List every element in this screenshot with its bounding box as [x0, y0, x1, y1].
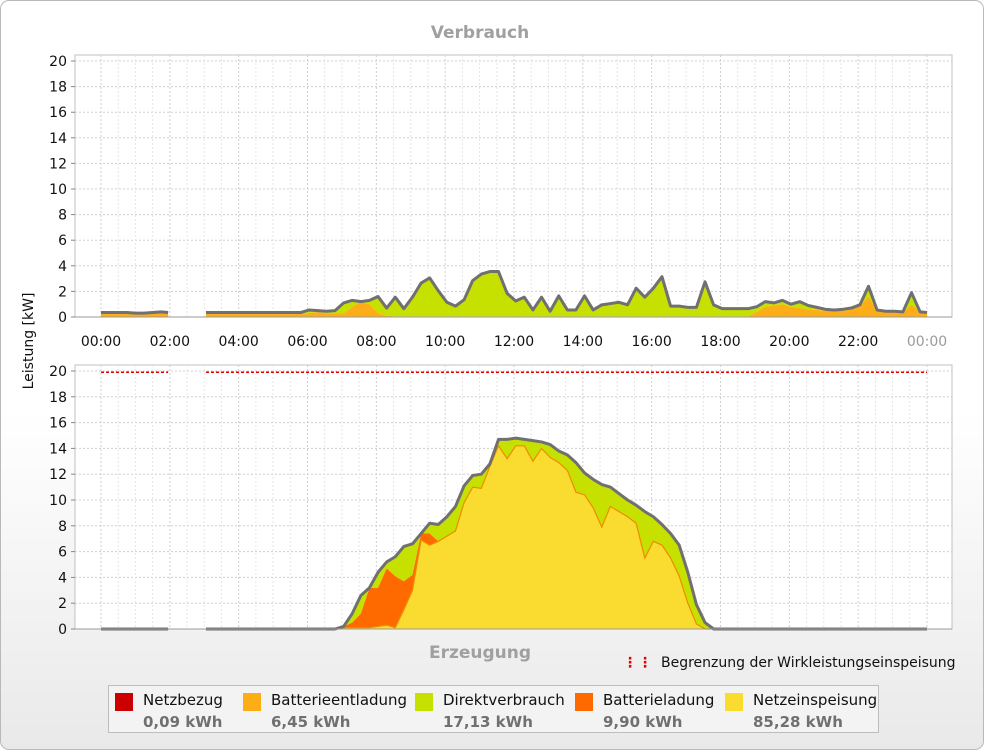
y-tick-label: 4: [58, 570, 67, 586]
batterieentladung-area: [205, 296, 928, 317]
y-tick-label: 18: [49, 80, 67, 96]
legend-swatch-icon: [575, 693, 593, 711]
y-tick-label: 14: [49, 131, 67, 147]
y-tick-label: 12: [49, 467, 67, 483]
x-tick-label: 00:00: [81, 334, 121, 350]
y-tick-label: 20: [49, 54, 67, 70]
x-tick-label: 02:00: [150, 334, 190, 350]
y-tick-label: 12: [49, 156, 67, 172]
y-tick-label: 6: [58, 233, 67, 249]
consumption-areas: [101, 270, 928, 317]
bottom-chart-title: Erzeugung: [429, 643, 531, 663]
legend-name: Direktverbrauch: [443, 691, 565, 709]
x-tick-label: 18:00: [700, 334, 740, 350]
x-tick-label: 12:00: [494, 334, 534, 350]
legend-value: 6,45 kWh: [271, 713, 351, 731]
y-tick-label: 10: [49, 182, 67, 198]
legend-swatch-icon: [415, 693, 433, 711]
x-tick-label: 10:00: [425, 334, 465, 350]
limit-line-legend-label: Begrenzung der Wirkleistungseinspeisung: [661, 655, 956, 671]
legend-name: Netzbezug: [143, 691, 223, 709]
netzeinspeisung-area: [205, 445, 928, 629]
x-tick-label: 20:00: [769, 334, 809, 350]
limit-line-legend: ⋮⋮ Begrenzung der Wirkleistungseinspeisun…: [623, 655, 956, 671]
total-outline: [101, 310, 169, 315]
x-tick-label: 08:00: [356, 334, 396, 350]
y-tick-label: 6: [58, 545, 67, 561]
legend-name: Netzeinspeisung: [753, 691, 878, 709]
y-tick-label: 20: [49, 364, 67, 380]
y-tick-label: 16: [49, 105, 67, 121]
legend-value: 17,13 kWh: [443, 713, 533, 731]
y-tick-label: 16: [49, 416, 67, 432]
legend-value: 85,28 kWh: [753, 713, 843, 731]
y-tick-label: 18: [49, 390, 67, 406]
top-chart-title: Verbrauch: [431, 23, 529, 43]
x-tick-label: 16:00: [631, 334, 671, 350]
legend-swatch-icon: [243, 693, 261, 711]
y-tick-label: 10: [49, 493, 67, 509]
y-tick-label: 14: [49, 441, 67, 457]
plot-background: [74, 54, 953, 318]
legend-swatch-icon: [725, 693, 743, 711]
y-tick-label: 2: [58, 596, 67, 612]
batterieladung-area: [205, 445, 928, 629]
y-tick-label: 8: [58, 519, 67, 535]
x-tick-label: 00:00: [907, 334, 947, 350]
total-outline: [205, 270, 928, 315]
x-tick-label: 04:00: [218, 334, 258, 350]
legend-name: Batterieladung: [603, 691, 715, 709]
y-axis-label: Leistung [kW]: [21, 293, 37, 390]
legend-swatch-icon: [115, 693, 133, 711]
legend-value: 0,09 kWh: [143, 713, 223, 731]
legend-name: Batterieentladung: [271, 691, 408, 709]
x-tick-label: 06:00: [287, 334, 327, 350]
axes: [71, 60, 952, 630]
x-tick-label: 14:00: [563, 334, 603, 350]
y-tick-label: 8: [58, 208, 67, 224]
legend-value: 9,90 kWh: [603, 713, 683, 731]
dotted-line-icon: ⋮⋮: [623, 655, 653, 671]
y-tick-label: 2: [58, 284, 67, 300]
x-tick-label: 22:00: [838, 334, 878, 350]
legend: Netzbezug 0,09 kWh Batterieentladung 6,45 k…: [108, 685, 879, 733]
grid-top: [74, 54, 953, 318]
y-tick-label: 0: [58, 622, 67, 638]
y-tick-label: 0: [58, 310, 67, 326]
y-tick-label: 4: [58, 259, 67, 275]
